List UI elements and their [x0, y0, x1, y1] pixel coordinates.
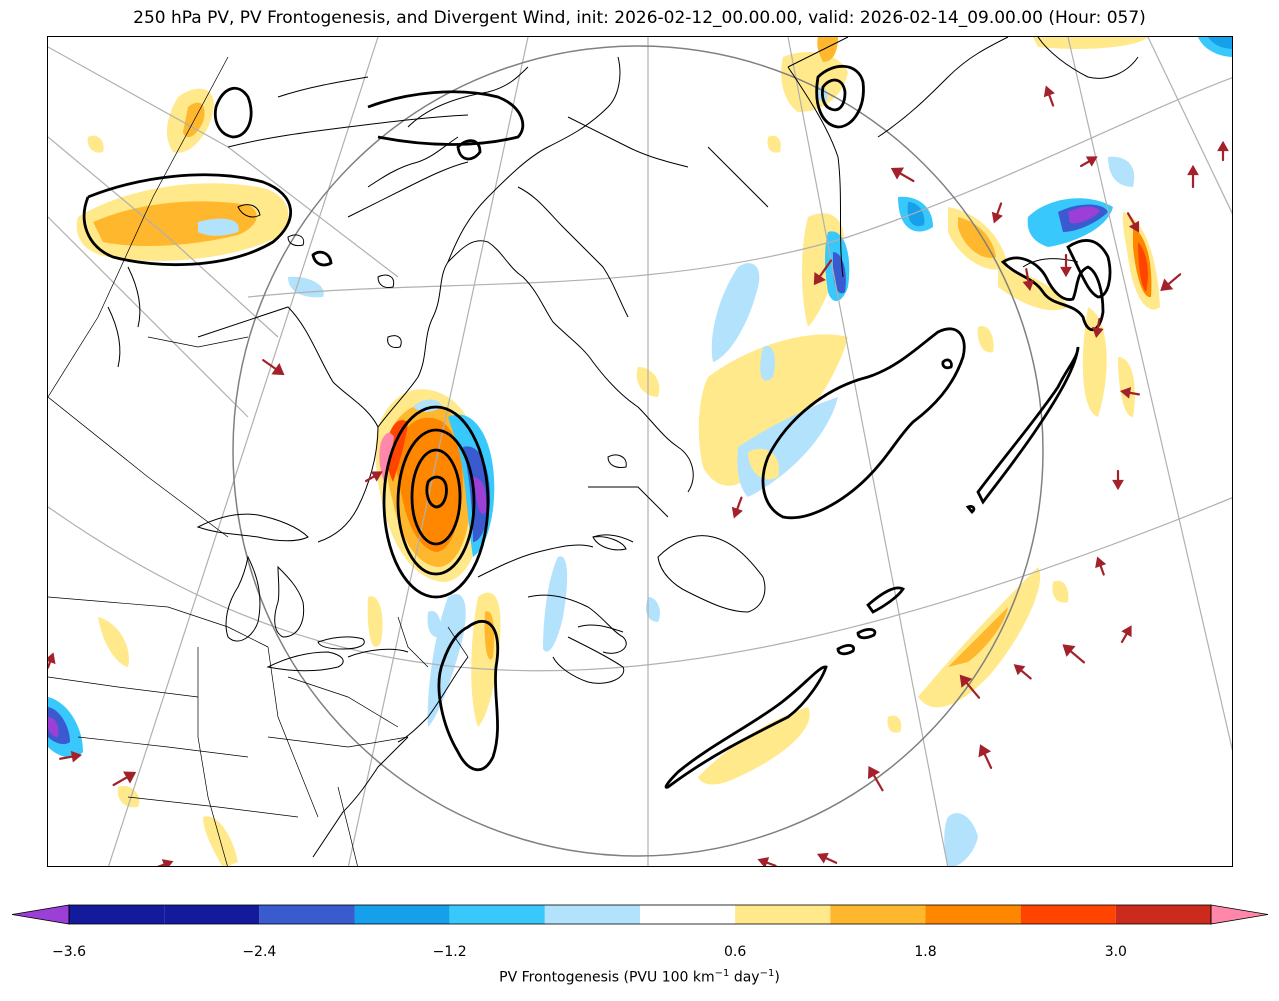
- colorbar-segment: [735, 905, 831, 924]
- colorbar-label-main: PV Frontogenesis (PVU 100 km: [499, 969, 715, 986]
- colorbar-tick-label: 1.8: [914, 944, 937, 960]
- map-svg: [48, 37, 1232, 866]
- colorbar-label-end: ): [774, 969, 780, 986]
- colorbar-label-mid: day: [729, 969, 760, 986]
- colorbar-segment: [449, 905, 545, 924]
- colorbar-tick-label: −2.4: [242, 944, 277, 960]
- graticule: [48, 37, 1232, 866]
- coastlines: [107, 37, 1139, 858]
- colorbar: [11, 904, 1269, 925]
- colorbar-label-exp2: −1: [759, 968, 775, 979]
- map-panel: [47, 36, 1233, 867]
- colorbar-segments: [69, 905, 1211, 924]
- plot-title: 250 hPa PV, PV Frontogenesis, and Diverg…: [133, 8, 1146, 28]
- divergent-wind-arrows: [48, 85, 1229, 866]
- colorbar-segment: [1020, 905, 1116, 924]
- colorbar-label: PV Frontogenesis (PVU 100 km−1 day−1): [0, 968, 1279, 986]
- colorbar-segment: [640, 905, 736, 924]
- frontogenesis-shading: [48, 37, 1232, 866]
- colorbar-outline: [68, 904, 1212, 925]
- pv-contours: [82, 64, 1112, 789]
- colorbar-segment: [925, 905, 1021, 924]
- colorbar-tick-label: −3.6: [52, 944, 86, 960]
- colorbar-segment: [544, 905, 640, 924]
- colorbar-tick-label: 0.6: [724, 944, 747, 960]
- colorbar-segment: [1115, 905, 1211, 924]
- colorbar-under-triangle: [11, 904, 70, 925]
- colorbar-tick-label: −1.2: [432, 944, 467, 960]
- colorbar-segment: [69, 905, 165, 924]
- range-ring: [232, 45, 1044, 857]
- colorbar-label-exp1: −1: [714, 968, 730, 979]
- colorbar-segment: [164, 905, 260, 924]
- colorbar-segment: [259, 905, 355, 924]
- colorbar-segment: [830, 905, 926, 924]
- colorbar-over-triangle: [1210, 904, 1269, 925]
- colorbar-segment: [354, 905, 450, 924]
- colorbar-tick-label: 3.0: [1104, 944, 1127, 960]
- political-borders: [48, 56, 469, 866]
